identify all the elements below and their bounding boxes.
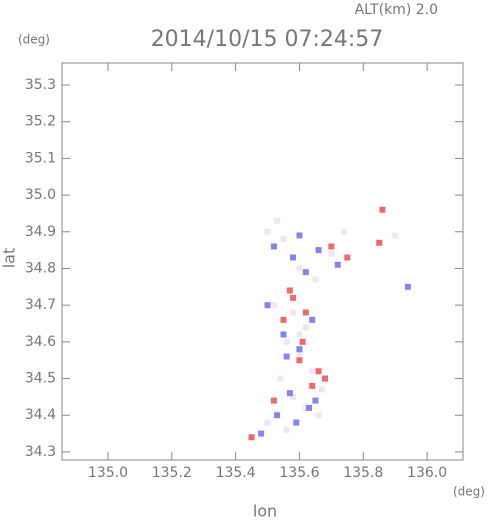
x-tick-label: 136.0	[407, 465, 447, 481]
y-tick-label: 35.3	[25, 77, 56, 93]
echo-point	[344, 254, 351, 261]
echo-point	[280, 331, 287, 338]
echo-point	[312, 276, 319, 283]
echo-point	[296, 346, 303, 353]
echo-point	[296, 232, 303, 239]
echo-point	[286, 390, 293, 397]
echo-point	[248, 434, 255, 441]
echo-point	[296, 331, 303, 338]
echo-point	[302, 269, 309, 276]
echo-point	[312, 397, 319, 404]
echo-point	[283, 353, 290, 360]
echo-point	[334, 261, 341, 268]
echo-point	[274, 217, 281, 224]
echo-point	[302, 404, 309, 411]
y-tick-label: 34.6	[25, 334, 56, 350]
y-tick-label: 34.9	[25, 224, 56, 240]
echo-point	[315, 247, 322, 254]
echo-point	[306, 404, 313, 411]
echo-point	[302, 324, 309, 331]
echo-point	[286, 287, 293, 294]
plot-frame	[61, 62, 464, 461]
y-tick-label: 34.3	[25, 444, 56, 460]
y-unit: (deg)	[18, 33, 50, 47]
echo-point	[270, 302, 277, 309]
echo-point	[328, 243, 335, 250]
echo-point	[264, 419, 271, 426]
echo-point	[341, 228, 348, 235]
y-tick-label: 35.1	[25, 150, 56, 166]
y-tick-label: 34.8	[25, 260, 56, 276]
echo-point	[309, 368, 316, 375]
echo-point	[283, 338, 290, 345]
x-tick-label: 135.4	[216, 465, 256, 481]
x-tick-label: 135.0	[88, 465, 128, 481]
echo-point	[315, 368, 322, 375]
echo-point	[290, 309, 297, 316]
echo-point	[264, 302, 271, 309]
y-tick-label: 34.7	[25, 297, 56, 313]
echo-point	[392, 232, 399, 239]
echo-point	[258, 430, 265, 437]
y-axis-label: lat	[0, 248, 19, 269]
echo-point	[290, 294, 297, 301]
x-tick-label: 135.2	[152, 465, 192, 481]
echo-point	[270, 243, 277, 250]
echo-point	[296, 265, 303, 272]
echo-point	[280, 236, 287, 243]
echo-point	[315, 412, 322, 419]
echo-point	[290, 393, 297, 400]
chart-title: 2014/10/15 07:24:57	[151, 27, 384, 52]
x-tick-label: 135.6	[279, 465, 319, 481]
x-axis-label: lon	[253, 502, 277, 521]
echo-point	[270, 397, 277, 404]
y-tick-label: 35.2	[25, 114, 56, 130]
altitude: ALT(km) 2.0	[355, 2, 438, 18]
echo-point	[328, 250, 335, 257]
echo-point	[264, 228, 271, 235]
y-tick-label: 34.4	[25, 407, 56, 423]
echo-point	[302, 309, 309, 316]
echo-point	[299, 338, 306, 345]
echo-point	[277, 375, 284, 382]
echo-point	[379, 206, 386, 213]
echo-point	[318, 386, 325, 393]
echo-point	[274, 412, 281, 419]
y-tick-label: 34.5	[25, 371, 56, 387]
echo-point	[404, 283, 411, 290]
echo-point	[290, 254, 297, 261]
y-tick-label: 35.0	[25, 187, 56, 203]
echo-point	[280, 316, 287, 323]
echo-point	[283, 426, 290, 433]
echo-point	[296, 349, 303, 356]
x-unit: (deg)	[453, 485, 485, 499]
echo-point	[293, 419, 300, 426]
echo-point	[309, 316, 316, 323]
x-tick-label: 135.8	[343, 465, 383, 481]
echo-point	[296, 357, 303, 364]
echo-point	[376, 239, 383, 246]
echo-point	[309, 382, 316, 389]
echo-point	[321, 375, 328, 382]
